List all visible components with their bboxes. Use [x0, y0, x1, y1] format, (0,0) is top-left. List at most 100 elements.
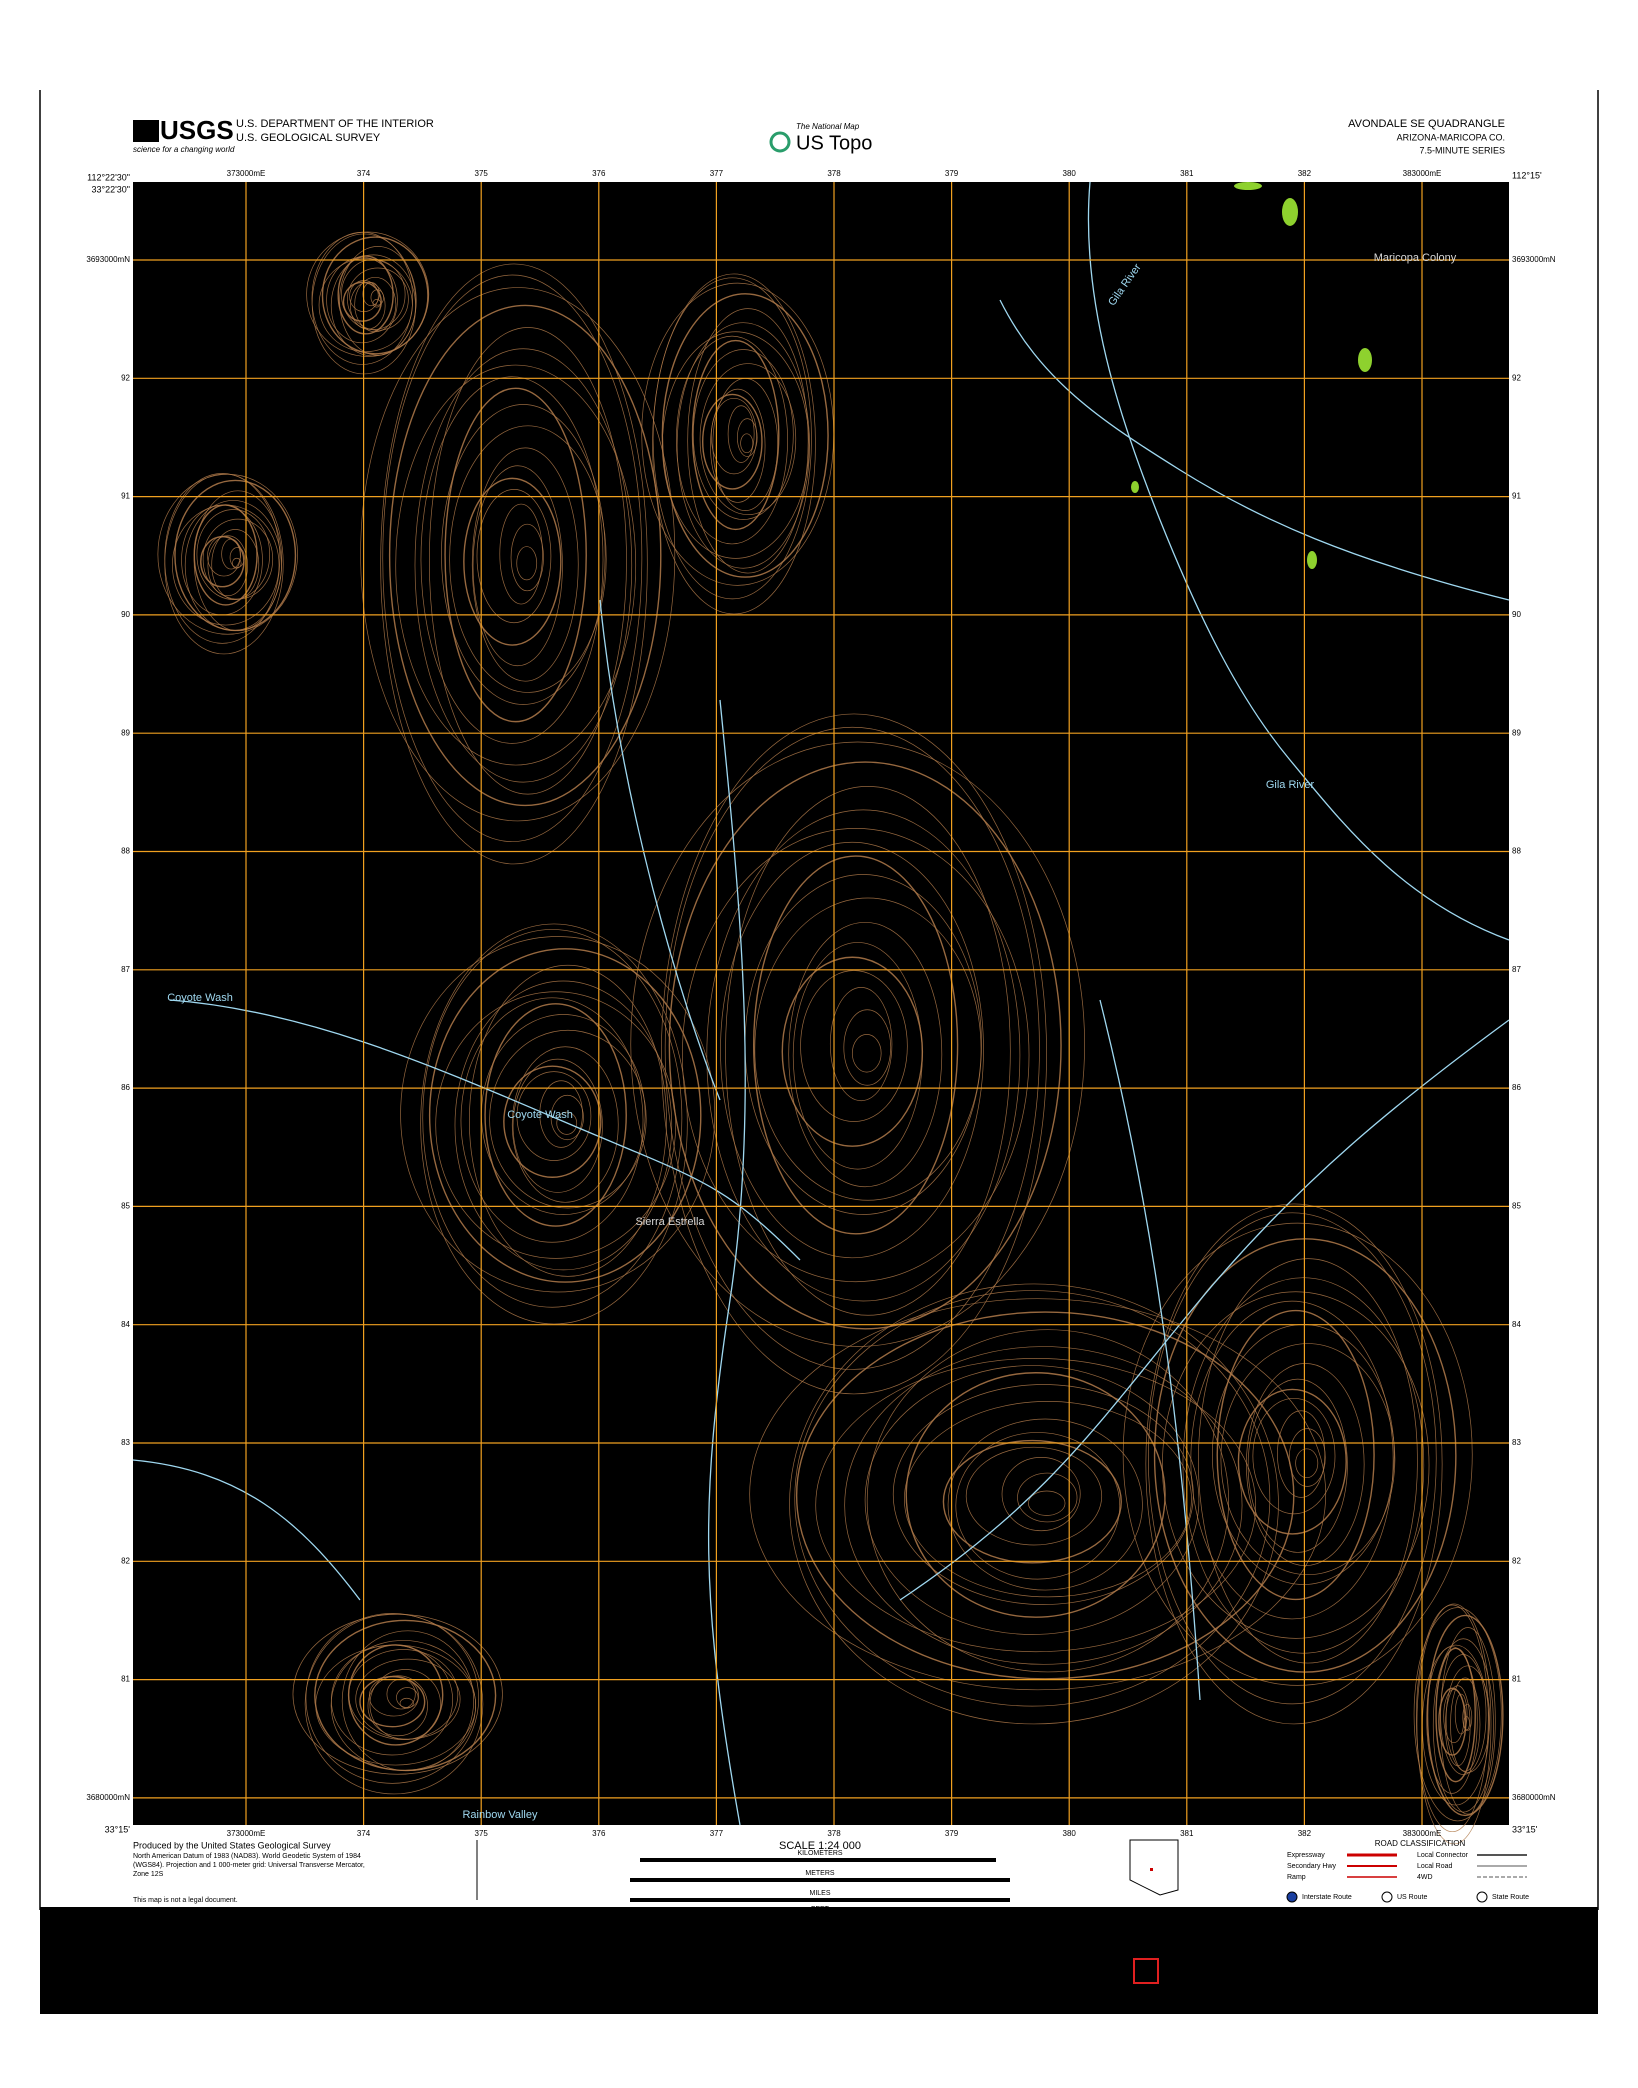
contour-line: [449, 425, 607, 693]
corner-coordinate: 33°22'30": [91, 184, 130, 194]
contour-line: [668, 761, 1062, 1330]
state-index-map: [1129, 1839, 1179, 1896]
contour-line: [1028, 1490, 1066, 1516]
place-name: Coyote Wash: [167, 992, 233, 1004]
contour-line: [489, 1029, 647, 1209]
contour-line: [1443, 1689, 1465, 1744]
contour-line: [326, 256, 398, 344]
contour-line: [710, 388, 766, 503]
easting-label: 378: [827, 1829, 841, 1838]
contour-line: [1246, 1363, 1365, 1566]
department: U.S. DEPARTMENT OF THE INTERIOR: [236, 118, 434, 130]
northing-label: 88: [121, 847, 130, 856]
route-shield: [1381, 1891, 1393, 1903]
northing-label: 86: [1512, 1083, 1521, 1092]
green-patch: [1234, 182, 1262, 190]
contour-line: [1450, 1677, 1481, 1772]
contour-line: [1413, 1607, 1502, 1822]
contour-line: [420, 923, 688, 1325]
contour-line: [955, 1432, 1121, 1580]
easting-label: 378: [827, 169, 841, 178]
stream: [132, 1459, 361, 1601]
contour-line: [420, 376, 604, 744]
contour-line: [1288, 1428, 1326, 1487]
easting-label: 381: [1180, 1829, 1194, 1838]
contour-line: [207, 535, 248, 597]
easting-label: 373000mE: [227, 1829, 266, 1838]
northing-label: 84: [121, 1320, 130, 1329]
contour-line: [725, 786, 1011, 1316]
scale: SCALE 1:24 000: [779, 1840, 861, 1852]
easting-label: 375: [475, 1829, 489, 1838]
easting-label: 379: [945, 169, 959, 178]
corner-coordinate: 112°15': [1512, 170, 1542, 180]
contour-line: [1216, 1309, 1375, 1601]
northing-label: 90: [1512, 610, 1521, 619]
contour-line: [905, 1372, 1166, 1618]
datum-note-box: North American Datum of 1983 (NAD83). Wo…: [133, 1853, 365, 1878]
contour-line: [311, 231, 414, 365]
usgs-logo: USGS science for a changing world: [133, 115, 235, 154]
contour-line: [1182, 1277, 1425, 1654]
easting-label: 377: [710, 169, 724, 178]
contour-line: [499, 503, 543, 605]
corner-coordinate: 33°15': [1512, 1824, 1538, 1834]
contour-line: [380, 263, 648, 865]
logo-mark: [133, 120, 159, 142]
green-patch: [1358, 348, 1372, 372]
contour-line: [1247, 1378, 1348, 1553]
utm-grid: 373000mE 373000mE 374 374 375 375 376 376 377 377…: [86, 169, 1555, 1838]
contour-line: [174, 479, 297, 632]
contour-line: [749, 1298, 1327, 1691]
contour-line: [692, 349, 794, 520]
contour-line: [866, 1329, 1230, 1673]
contour-line: [947, 1418, 1143, 1591]
contour-line: [794, 1290, 1271, 1707]
producer: Produced by the United States Geological…: [133, 1840, 331, 1850]
product: US Topo: [796, 132, 872, 154]
contour-line: [800, 970, 908, 1122]
contour-line: [422, 929, 683, 1308]
northing-label: 88: [1512, 847, 1521, 856]
contour-line: [1445, 1665, 1491, 1773]
contour-line: [727, 405, 755, 463]
contour-line: [1277, 1410, 1326, 1498]
stream: [707, 699, 746, 1826]
gila-river: [1087, 181, 1510, 941]
easting-label: 383000mE: [1403, 1829, 1442, 1838]
contour-line: [1454, 1693, 1468, 1735]
contour-line: [444, 387, 587, 723]
contours: [157, 231, 1504, 1845]
contour-line: [1444, 1685, 1471, 1767]
contour-line: [829, 987, 893, 1102]
contour-line: [1153, 1238, 1457, 1673]
contour-line: [428, 948, 702, 1283]
northing-label: 91: [121, 492, 130, 501]
contour-line: [1198, 1258, 1418, 1664]
northing-label: 89: [121, 728, 130, 737]
easting-label: 381: [1180, 169, 1194, 178]
logo-text: USGS: [160, 115, 234, 145]
northing-label: 90: [121, 610, 130, 619]
red-marker: [1133, 1958, 1159, 1984]
contour-line: [1145, 1203, 1443, 1725]
contour-line: [701, 393, 763, 490]
contour-line: [965, 1446, 1103, 1546]
contour-line: [1295, 1448, 1319, 1479]
easting-label: 377: [710, 1829, 724, 1838]
easting-label: 374: [357, 169, 371, 178]
contour-line: [676, 322, 810, 569]
contour-line: [720, 841, 984, 1259]
contour-line: [428, 327, 627, 795]
road-type: Local Road: [1417, 1863, 1453, 1870]
road-type: Expressway: [1287, 1852, 1325, 1859]
contour-line: [652, 277, 812, 600]
place-name: Maricopa Colony: [1374, 252, 1457, 264]
stream: [599, 599, 721, 1101]
route-legend: Interstate Route US Route State Route: [1286, 1891, 1529, 1903]
contour-line: [1001, 1457, 1081, 1532]
contour-line: [792, 942, 923, 1170]
contour-line: [463, 477, 562, 646]
contour-line: [1426, 1614, 1504, 1817]
contour-line: [1220, 1343, 1396, 1576]
